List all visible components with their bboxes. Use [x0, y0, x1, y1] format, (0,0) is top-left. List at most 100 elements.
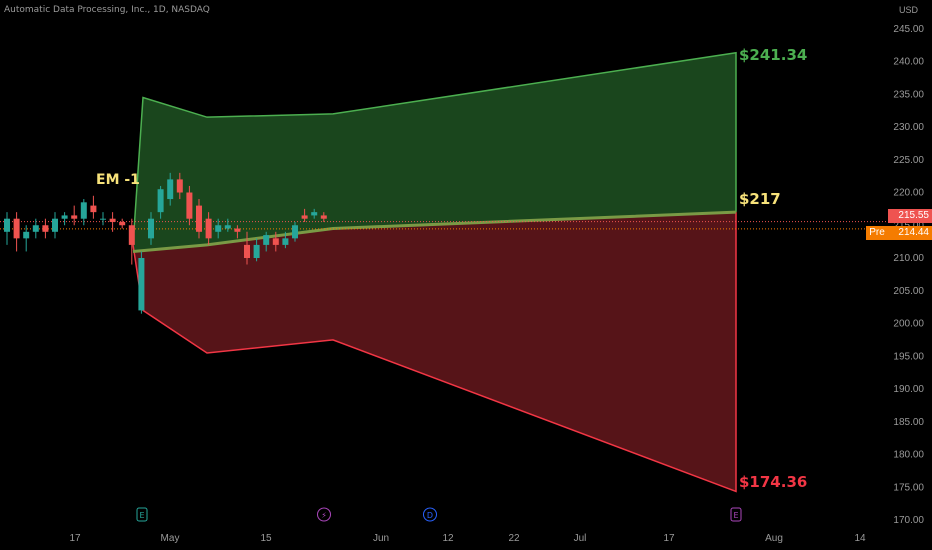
time-tick-label: 17	[663, 533, 675, 544]
time-tick-label: May	[161, 533, 180, 544]
candle	[215, 218, 222, 239]
split-glyph: ⚡	[321, 511, 327, 520]
candle	[282, 231, 289, 249]
candle-body	[100, 218, 106, 220]
time-tick-label: 17	[69, 533, 81, 544]
price-tick-label: 210.00	[893, 253, 924, 264]
split-event-icon: ⚡	[317, 507, 331, 522]
last-price-badge: 215.55	[888, 209, 932, 223]
candle-body	[320, 215, 327, 219]
lower-band-area	[133, 212, 736, 492]
mid-band-line	[132, 210, 737, 253]
symbol-title[interactable]: Automatic Data Processing, Inc., 1D, NAS…	[4, 5, 210, 15]
time-axis[interactable]: 17 May 15 Jun 12 22 Jul 17 Aug 14	[69, 533, 866, 544]
lower-target-label: $174.36	[739, 473, 808, 491]
upper-target-label: $241.34	[739, 46, 808, 64]
candle	[320, 212, 327, 222]
candle	[301, 208, 308, 222]
candle-body	[52, 218, 58, 232]
price-tick-label: 240.00	[893, 57, 924, 68]
pre-market-badge: Pre	[866, 226, 888, 240]
candle-body	[23, 231, 30, 239]
candle	[109, 212, 116, 232]
price-tick-label: 215.00	[893, 220, 924, 231]
candlestick-series	[4, 172, 327, 314]
candle	[4, 212, 10, 245]
candle	[80, 199, 87, 226]
candle-body	[311, 212, 318, 216]
candle	[119, 218, 126, 229]
candle	[186, 185, 193, 226]
price-tick-label: 180.00	[893, 450, 924, 461]
price-tick-label: 235.00	[893, 89, 924, 100]
candle	[23, 225, 30, 252]
time-tick-label: Jul	[574, 533, 587, 544]
time-tick-label: 12	[442, 533, 454, 544]
candle-body	[215, 225, 222, 232]
candle-body	[253, 244, 260, 258]
candle	[244, 231, 250, 265]
candle-body	[138, 258, 145, 311]
candle-body	[234, 228, 241, 232]
time-tick-label: 14	[854, 533, 866, 544]
price-tick-label: 230.00	[893, 122, 924, 133]
em-label: EM -1	[96, 172, 140, 188]
candle-body	[167, 179, 174, 200]
currency-label[interactable]: USD	[898, 5, 918, 15]
candle	[42, 218, 49, 239]
events-row: E ⚡ D E	[136, 507, 742, 522]
candle	[71, 205, 78, 226]
candle-body	[301, 215, 308, 219]
candle-body	[71, 215, 78, 219]
earnings-icon-frame	[730, 507, 742, 522]
candle	[176, 172, 183, 200]
candle	[13, 212, 20, 252]
dividend-event-icon: D	[423, 507, 437, 522]
price-tick-label: 225.00	[893, 155, 924, 166]
candle-body	[148, 218, 154, 239]
candle-body	[272, 238, 279, 245]
candle-body	[157, 189, 164, 213]
upper-band-line	[132, 51, 737, 245]
candle-body	[244, 244, 250, 258]
earnings-glyph: E	[733, 511, 738, 520]
earnings-event-icon: E	[730, 507, 742, 522]
candle-body	[109, 218, 116, 222]
time-tick-label: 15	[260, 533, 272, 544]
price-axis[interactable]: 170.00 175.00 180.00 185.00 190.00 195.00 200.…	[893, 24, 924, 526]
candle	[205, 212, 212, 245]
candle	[196, 199, 202, 239]
candle	[100, 212, 106, 226]
candle-body	[80, 202, 87, 219]
candle-body	[224, 225, 231, 229]
candle	[148, 212, 154, 245]
candle	[292, 221, 298, 242]
dividend-glyph: D	[427, 511, 433, 520]
price-tick-label: 195.00	[893, 351, 924, 362]
price-tick-label: 185.00	[893, 417, 924, 428]
mid-target-label: $217	[739, 190, 781, 208]
candle	[272, 231, 279, 252]
candle-body	[196, 205, 202, 232]
candle	[167, 172, 174, 206]
candle-body	[61, 215, 68, 219]
candle-body	[176, 179, 183, 193]
candle	[61, 212, 68, 226]
candle-body	[292, 225, 298, 239]
candle-body	[263, 235, 270, 245]
price-tick-label: 220.00	[893, 188, 924, 199]
expected-move-bands	[0, 51, 888, 493]
price-tick-label: 190.00	[893, 384, 924, 395]
candle	[253, 238, 260, 262]
candle	[157, 185, 164, 219]
candle	[52, 212, 58, 239]
upper-band-area	[133, 52, 736, 252]
candle-body	[4, 218, 10, 232]
candle	[90, 195, 97, 219]
candle-body	[13, 218, 20, 239]
earnings-icon-frame	[136, 507, 148, 522]
candle	[311, 208, 318, 219]
candle-body	[128, 225, 135, 245]
split-icon-frame	[317, 507, 331, 522]
